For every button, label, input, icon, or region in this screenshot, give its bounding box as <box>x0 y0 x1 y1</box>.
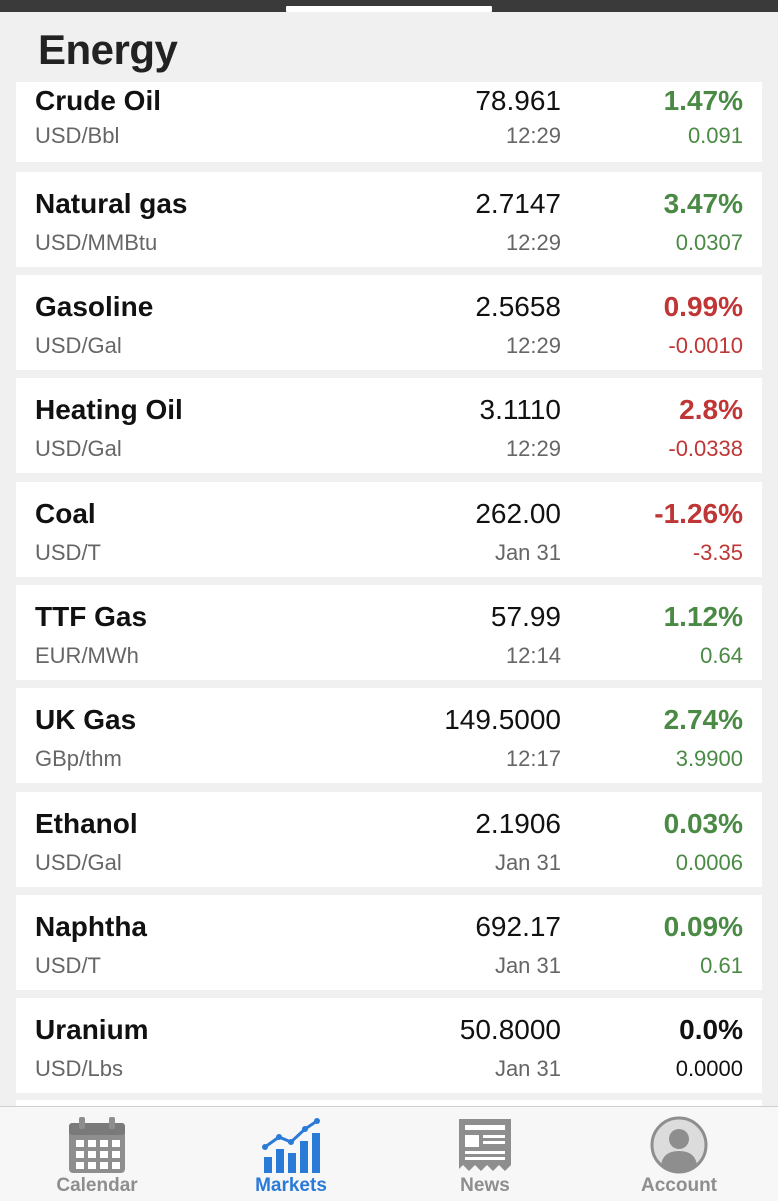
tab-label: Calendar <box>56 1175 138 1196</box>
newspaper-icon <box>459 1119 511 1171</box>
commodity-price: 3.1110 <box>479 394 561 425</box>
tab-label: News <box>460 1175 510 1196</box>
commodity-price: 78.961 <box>475 85 561 116</box>
commodity-price: 2.1906 <box>475 808 561 839</box>
commodity-price: 262.00 <box>475 498 561 529</box>
quote-time: 12:14 <box>505 643 561 668</box>
percent-change: 2.8% <box>679 394 743 425</box>
tab-news[interactable]: News <box>388 1107 582 1201</box>
commodity-name: Uranium <box>35 1014 149 1045</box>
tab-markets[interactable]: Markets <box>194 1107 388 1201</box>
percent-change: 0.09% <box>663 911 743 942</box>
sheet-grab-handle[interactable] <box>286 6 492 12</box>
page-title: Energy <box>38 26 178 73</box>
quote-time: 12:29 <box>505 230 561 255</box>
tab-label: Account <box>641 1175 717 1196</box>
commodity-unit: USD/Lbs <box>35 1056 124 1081</box>
quotes-list[interactable]: Crude Oil USD/Bbl 78.961 12:29 1.47% 0.0… <box>0 82 778 1106</box>
percent-change: 1.47% <box>663 85 743 116</box>
percent-change: 3.47% <box>663 188 743 219</box>
absolute-change: 0.61 <box>700 953 743 978</box>
percent-change: 0.0% <box>679 1014 743 1045</box>
tab-label: Markets <box>255 1175 327 1196</box>
percent-change: 2.74% <box>663 704 743 735</box>
commodity-name: Natural gas <box>35 188 188 219</box>
absolute-change: -0.0010 <box>668 333 743 358</box>
quote-row[interactable]: Uranium USD/Lbs 50.8000 Jan 31 0.0% 0.00… <box>16 998 762 1093</box>
commodity-name: Heating Oil <box>35 394 183 425</box>
quote-row[interactable]: Naphtha USD/T 692.17 Jan 31 0.09% 0.61 <box>16 895 762 990</box>
absolute-change: 0.64 <box>700 643 743 668</box>
commodity-name: Crude Oil <box>35 85 162 116</box>
commodity-name: TTF Gas <box>35 601 148 632</box>
quote-row[interactable]: Natural gas USD/MMBtu 2.7147 12:29 3.47%… <box>16 172 762 267</box>
commodity-name: Gasoline <box>35 291 154 322</box>
commodity-unit: USD/T <box>35 540 101 565</box>
quote-row[interactable]: Heating Oil USD/Gal 3.1110 12:29 2.8% -0… <box>16 378 762 473</box>
commodity-unit: USD/T <box>35 953 101 978</box>
absolute-change: 0.0006 <box>675 850 743 875</box>
account-person-icon <box>650 1116 708 1174</box>
absolute-change: 0.0000 <box>675 1056 743 1081</box>
bottom-tab-bar: Calendar Markets <box>0 1106 778 1201</box>
commodity-name: Ethanol <box>35 808 138 839</box>
top-status-bar <box>0 0 778 12</box>
percent-change: -1.26% <box>654 498 743 529</box>
commodity-unit: USD/Gal <box>35 333 122 358</box>
tab-calendar[interactable]: Calendar <box>0 1107 194 1201</box>
commodity-price: 2.5658 <box>475 291 561 322</box>
quote-time: 12:17 <box>505 746 561 771</box>
markets-chart-icon <box>262 1118 320 1173</box>
quote-time: Jan 31 <box>494 953 561 978</box>
absolute-change: 3.9900 <box>675 746 743 771</box>
calendar-icon <box>69 1117 125 1173</box>
tab-account[interactable]: Account <box>582 1107 776 1201</box>
quote-time: Jan 31 <box>494 850 561 875</box>
quote-row-partial[interactable] <box>16 1100 762 1106</box>
commodity-price: 2.7147 <box>475 188 561 219</box>
absolute-change: -0.0338 <box>668 436 743 461</box>
commodity-price: 149.5000 <box>444 704 561 735</box>
commodity-name: Naphtha <box>35 911 147 942</box>
commodity-price: 692.17 <box>475 911 561 942</box>
quote-time: Jan 31 <box>494 540 561 565</box>
commodity-unit: USD/Bbl <box>35 123 120 148</box>
quote-row[interactable]: Crude Oil USD/Bbl 78.961 12:29 1.47% 0.0… <box>16 82 762 162</box>
quote-time: 12:29 <box>505 436 561 461</box>
quote-row[interactable]: Ethanol USD/Gal 2.1906 Jan 31 0.03% 0.00… <box>16 792 762 887</box>
quote-row[interactable]: UK Gas GBp/thm 149.5000 12:17 2.74% 3.99… <box>16 688 762 783</box>
commodity-unit: USD/MMBtu <box>35 230 158 255</box>
quote-time: Jan 31 <box>494 1056 561 1081</box>
quote-time: 12:29 <box>505 333 561 358</box>
commodity-unit: USD/Gal <box>35 850 122 875</box>
absolute-change: -3.35 <box>692 540 743 565</box>
commodity-name: Coal <box>35 498 96 529</box>
commodity-unit: USD/Gal <box>35 436 122 461</box>
quote-row[interactable]: Coal USD/T 262.00 Jan 31 -1.26% -3.35 <box>16 482 762 577</box>
commodity-unit: GBp/thm <box>35 746 122 771</box>
quote-row[interactable]: Gasoline USD/Gal 2.5658 12:29 0.99% -0.0… <box>16 275 762 370</box>
percent-change: 0.99% <box>663 291 743 322</box>
quote-row[interactable]: TTF Gas EUR/MWh 57.99 12:14 1.12% 0.64 <box>16 585 762 680</box>
percent-change: 1.12% <box>663 601 743 632</box>
quote-time: 12:29 <box>505 123 561 148</box>
page-header: Energy <box>0 12 778 82</box>
commodity-name: UK Gas <box>35 704 137 735</box>
absolute-change: 0.091 <box>687 123 743 148</box>
percent-change: 0.03% <box>663 808 743 839</box>
commodity-price: 50.8000 <box>459 1014 561 1045</box>
commodity-price: 57.99 <box>490 601 561 632</box>
commodity-unit: EUR/MWh <box>35 643 139 668</box>
absolute-change: 0.0307 <box>675 230 743 255</box>
